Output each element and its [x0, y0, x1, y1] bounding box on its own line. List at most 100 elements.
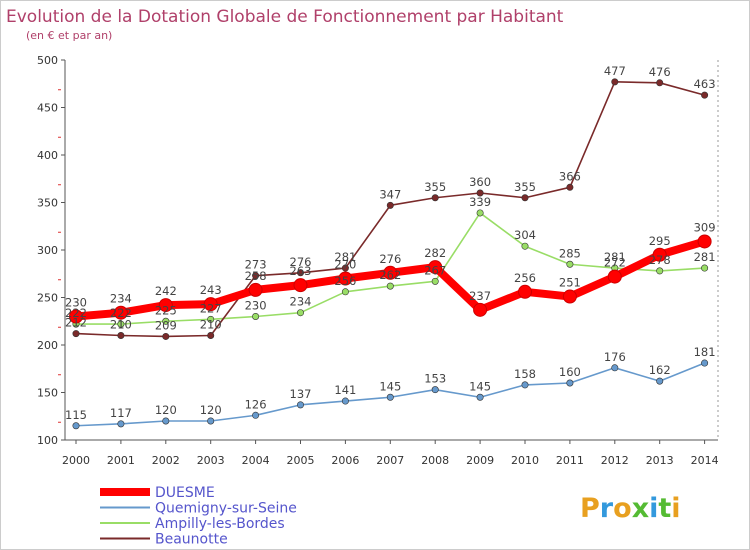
- data-point: [296, 401, 304, 409]
- x-tick-label: 2014: [691, 454, 719, 467]
- data-label: 295: [649, 234, 671, 248]
- data-label: 225: [155, 303, 177, 317]
- y-tick-label: 250: [37, 292, 58, 305]
- data-point: [521, 242, 529, 250]
- legend: DUESMEQuemigny-sur-SeineAmpilly-les-Bord…: [100, 485, 297, 548]
- data-point: [252, 411, 260, 419]
- data-label: 272: [604, 256, 626, 270]
- axes: 100 150 200 250 300 350 400 450 500 2000 2001 2002 2…: [37, 54, 719, 467]
- legend-label: DUESME: [155, 485, 215, 501]
- data-label: 309: [694, 220, 716, 234]
- x-tick-label: 2011: [556, 454, 584, 467]
- data-point: [386, 201, 394, 209]
- logo-letter: i: [649, 493, 658, 524]
- data-label: 237: [469, 289, 491, 303]
- data-point: [117, 420, 125, 428]
- data-point: [566, 183, 574, 191]
- data-label: 262: [379, 268, 401, 282]
- data-point: [656, 377, 664, 385]
- y-tick-label: 400: [37, 149, 58, 162]
- x-tick-label: 2003: [197, 454, 225, 467]
- x-tick-label: 2008: [421, 454, 449, 467]
- data-point: [72, 422, 80, 430]
- data-label: 463: [694, 77, 716, 91]
- x-tick-label: 2013: [646, 454, 674, 467]
- data-label: 304: [514, 228, 536, 242]
- data-label: 256: [334, 274, 356, 288]
- data-point: [341, 397, 349, 405]
- logo-letter: i: [671, 493, 680, 524]
- data-label: 281: [604, 250, 626, 264]
- data-point: [697, 234, 712, 249]
- x-tick-label: 2010: [511, 454, 539, 467]
- data-label: 120: [155, 403, 177, 417]
- legend-label: Quemigny-sur-Seine: [155, 501, 297, 517]
- data-label: 115: [65, 408, 87, 422]
- data-point: [701, 264, 709, 272]
- data-point: [158, 298, 173, 313]
- data-point: [117, 320, 125, 328]
- data-point: [117, 331, 125, 339]
- legend-label: Beaunotte: [155, 532, 228, 548]
- data-point: [162, 417, 170, 425]
- data-point: [521, 194, 529, 202]
- data-label: 222: [110, 306, 132, 320]
- data-label: 234: [290, 295, 312, 309]
- logo-text: Proxiti: [580, 493, 681, 524]
- data-point: [656, 79, 664, 87]
- data-label: 263: [290, 264, 312, 278]
- data-label: 276: [290, 255, 312, 269]
- data-label: 210: [200, 318, 222, 332]
- data-point: [113, 305, 128, 320]
- data-label: 256: [514, 271, 536, 285]
- data-point: [521, 381, 529, 389]
- data-point: [701, 91, 709, 99]
- data-label: 209: [155, 318, 177, 332]
- data-point: [383, 265, 398, 280]
- data-label: 162: [649, 363, 671, 377]
- data-label: 212: [65, 316, 87, 330]
- data-label: 141: [334, 383, 356, 397]
- data-label: 227: [200, 301, 222, 315]
- logo-letter: P: [580, 493, 600, 524]
- data-label: 282: [424, 246, 446, 260]
- data-label: 339: [469, 195, 491, 209]
- data-point: [207, 315, 215, 323]
- data-label: 476: [649, 65, 671, 79]
- data-label: 243: [200, 283, 222, 297]
- data-label: 278: [649, 253, 671, 267]
- y-tick-label: 150: [37, 387, 58, 400]
- data-point: [607, 269, 622, 284]
- x-tick-label: 2012: [601, 454, 629, 467]
- data-label: 281: [334, 250, 356, 264]
- data-label: 355: [424, 180, 446, 194]
- x-tick-label: 2007: [376, 454, 404, 467]
- data-point: [611, 78, 619, 86]
- data-label: 222: [65, 306, 87, 320]
- data-label: 251: [559, 276, 581, 290]
- data-label: 477: [604, 64, 626, 78]
- data-point: [611, 364, 619, 372]
- data-point: [428, 260, 443, 275]
- data-point: [566, 379, 574, 387]
- data-label: 285: [559, 246, 581, 260]
- x-tick-label: 2009: [466, 454, 494, 467]
- data-label: 360: [469, 175, 491, 189]
- y-tick-label: 300: [37, 244, 58, 257]
- logo-letter: x: [632, 493, 649, 524]
- data-point: [252, 312, 260, 320]
- data-label: 355: [514, 180, 536, 194]
- data-label: 120: [200, 403, 222, 417]
- y-tick-label: 200: [37, 339, 58, 352]
- x-tick-label: 2006: [331, 454, 359, 467]
- data-point: [341, 288, 349, 296]
- data-label: 242: [155, 284, 177, 298]
- data-point: [293, 278, 308, 293]
- data-label: 117: [110, 406, 132, 420]
- data-point: [566, 260, 574, 268]
- logo-letter: t: [658, 493, 671, 524]
- legend-label: Ampilly-les-Bordes: [155, 516, 285, 532]
- data-label: 176: [604, 350, 626, 364]
